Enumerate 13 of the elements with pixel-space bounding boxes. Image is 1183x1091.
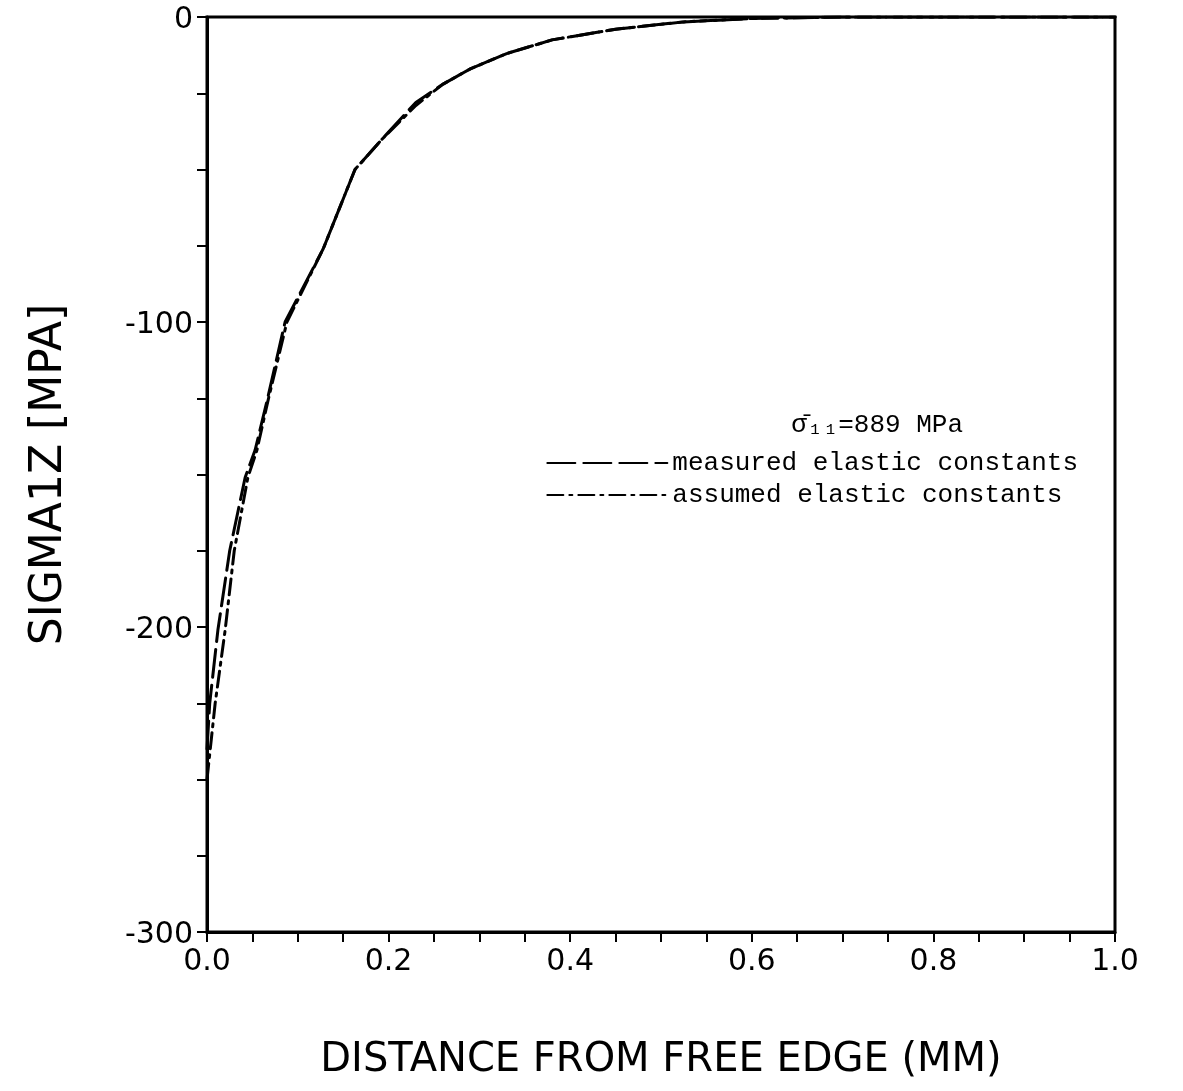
y-tick-label: -200 [124, 609, 193, 645]
y-tick-label: -100 [124, 304, 193, 340]
y-tick-label: 0 [173, 0, 193, 35]
legend-label: measured elastic constants [672, 448, 1079, 478]
legend-title: σ̄₁₁=889 MPa [791, 410, 964, 440]
x-tick-label: 0.8 [909, 941, 958, 977]
y-axis-title: SIGMA1Z [MPA] [19, 303, 71, 646]
x-tick-label: 0.6 [727, 941, 776, 977]
legend-label: assumed elastic constants [672, 480, 1063, 510]
x-tick-label: 0.4 [546, 941, 595, 977]
x-tick-label: 1.0 [1091, 941, 1139, 977]
x-tick-label: 0.2 [364, 941, 413, 977]
x-axis-title: DISTANCE FROM FREE EDGE (MM) [320, 1034, 1002, 1080]
